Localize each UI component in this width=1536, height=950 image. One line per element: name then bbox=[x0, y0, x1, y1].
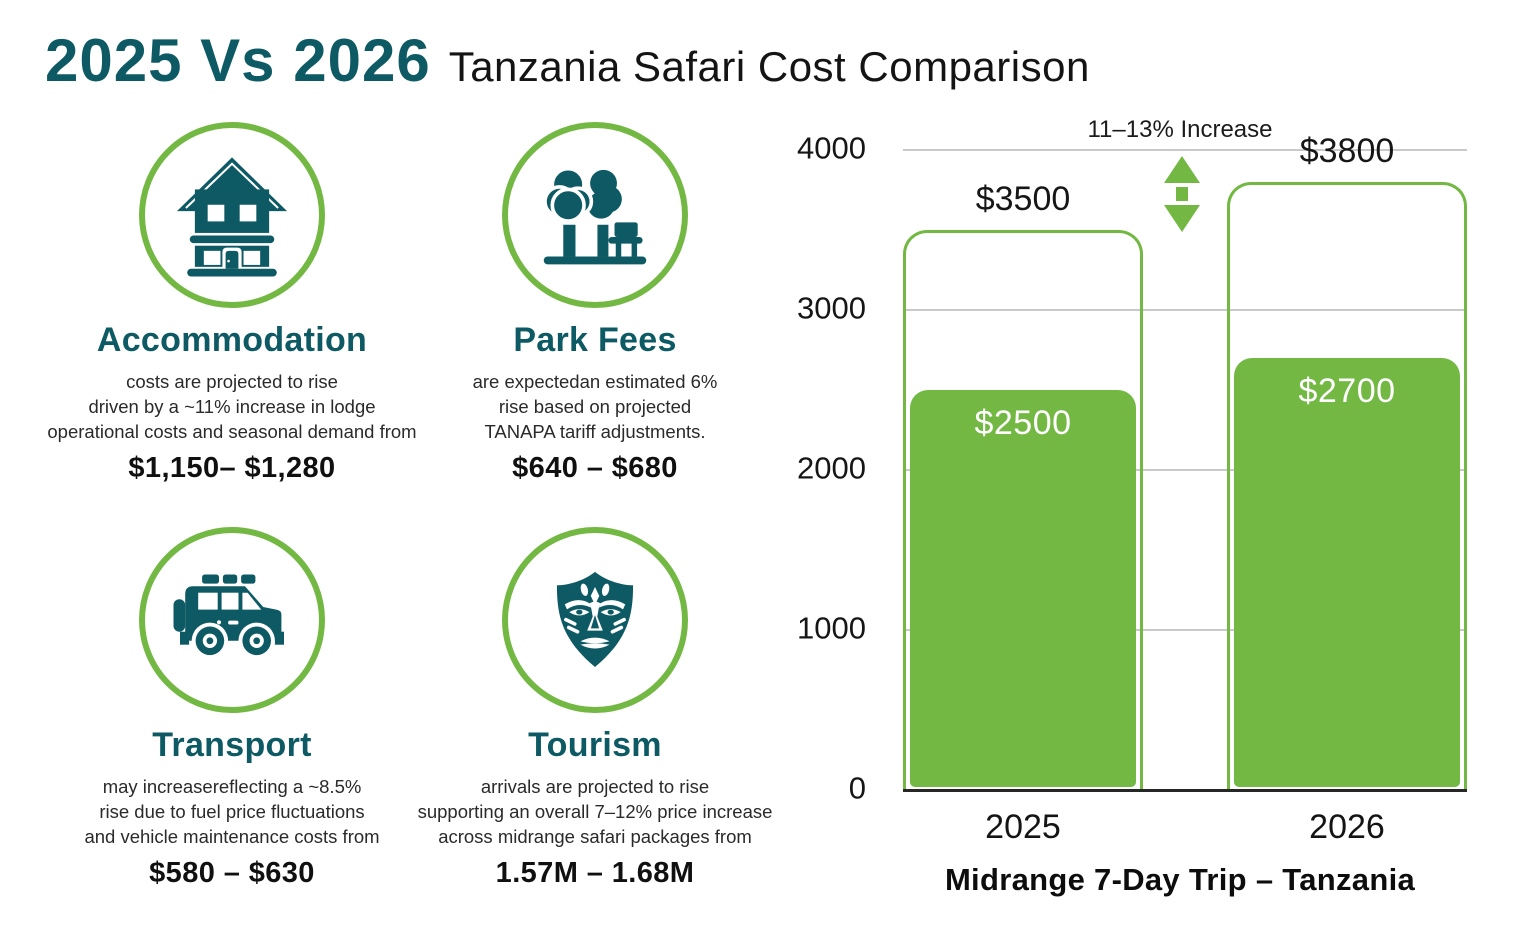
increase-annotation: 11–13% Increase bbox=[1087, 116, 1273, 143]
gridline bbox=[903, 309, 1467, 311]
cost-comparison-chart: 4000 3000 2000 1000 0 $2500 $2700 $3500 … bbox=[790, 110, 1506, 930]
transport-title: Transport bbox=[152, 726, 312, 764]
accommodation-description: costs are projected to rise driven by a … bbox=[47, 371, 417, 442]
y-axis-tick-label: 0 bbox=[848, 770, 866, 806]
bar-2026-projected-value: $3800 bbox=[1299, 132, 1395, 170]
bar-2025-base-fill: $2500 bbox=[910, 390, 1136, 787]
accommodation-title: Accommodation bbox=[96, 321, 368, 359]
x-axis-label-2025: 2025 bbox=[985, 808, 1061, 846]
gridline bbox=[903, 629, 1467, 631]
tribal-mask-icon bbox=[556, 571, 634, 668]
safari-jeep-icon bbox=[173, 574, 284, 659]
bar-2026-projected-outline bbox=[1227, 182, 1467, 790]
park-fees-description: are expectedan estimated 6% rise based o… bbox=[472, 371, 718, 442]
y-axis-tick-label: 3000 bbox=[797, 290, 866, 326]
tourism-range: 1.57M – 1.68M bbox=[495, 857, 695, 889]
house-icon bbox=[176, 157, 288, 277]
feature-transport: Transport may increasereflecting a ~8.5%… bbox=[16, 527, 448, 890]
bar-2025-base-value: $2500 bbox=[974, 404, 1072, 442]
accommodation-range: $1,150– $1,280 bbox=[128, 452, 336, 484]
trees-bench-icon bbox=[543, 166, 647, 265]
park-fees-circle bbox=[502, 122, 688, 308]
y-axis-tick-label: 1000 bbox=[797, 610, 866, 646]
bar-2026-base-value: $2700 bbox=[1298, 372, 1396, 410]
tourism-description: arrivals are projected to rise supportin… bbox=[417, 776, 773, 847]
increase-arrow-icon bbox=[1162, 156, 1202, 232]
y-axis-tick-label: 4000 bbox=[797, 130, 866, 166]
transport-description: may increasereflecting a ~8.5% rise due … bbox=[84, 776, 380, 847]
page-title-subject: Tanzania Safari Cost Comparison bbox=[448, 43, 1090, 90]
park-fees-range: $640 – $680 bbox=[512, 452, 678, 484]
feature-tourism: Tourism arrivals are projected to rise s… bbox=[379, 527, 811, 890]
page-title-years: 2025 Vs 2026 bbox=[45, 27, 431, 94]
feature-park-fees: Park Fees are expectedan estimated 6% ri… bbox=[379, 122, 811, 485]
tourism-title: Tourism bbox=[528, 726, 662, 764]
gridline bbox=[903, 469, 1467, 471]
transport-range: $580 – $630 bbox=[149, 857, 315, 889]
feature-accommodation: Accommodation costs are projected to ris… bbox=[16, 122, 448, 485]
bar-2025-projected-value: $3500 bbox=[975, 180, 1071, 218]
tourism-circle bbox=[502, 527, 688, 713]
gridline bbox=[903, 149, 1467, 151]
bar-2025-projected-outline bbox=[903, 230, 1143, 790]
axis-line bbox=[903, 789, 1467, 792]
park-fees-title: Park Fees bbox=[513, 321, 677, 359]
transport-circle bbox=[139, 527, 325, 713]
bar-2026-base-fill: $2700 bbox=[1234, 358, 1460, 787]
x-axis-label-2026: 2026 bbox=[1309, 808, 1385, 846]
chart-title: Midrange 7-Day Trip – Tanzania bbox=[944, 862, 1416, 897]
accommodation-circle bbox=[139, 122, 325, 308]
y-axis-tick-label: 2000 bbox=[797, 450, 866, 486]
page-title: 2025 Vs 2026 Tanzania Safari Cost Compar… bbox=[45, 26, 1090, 95]
